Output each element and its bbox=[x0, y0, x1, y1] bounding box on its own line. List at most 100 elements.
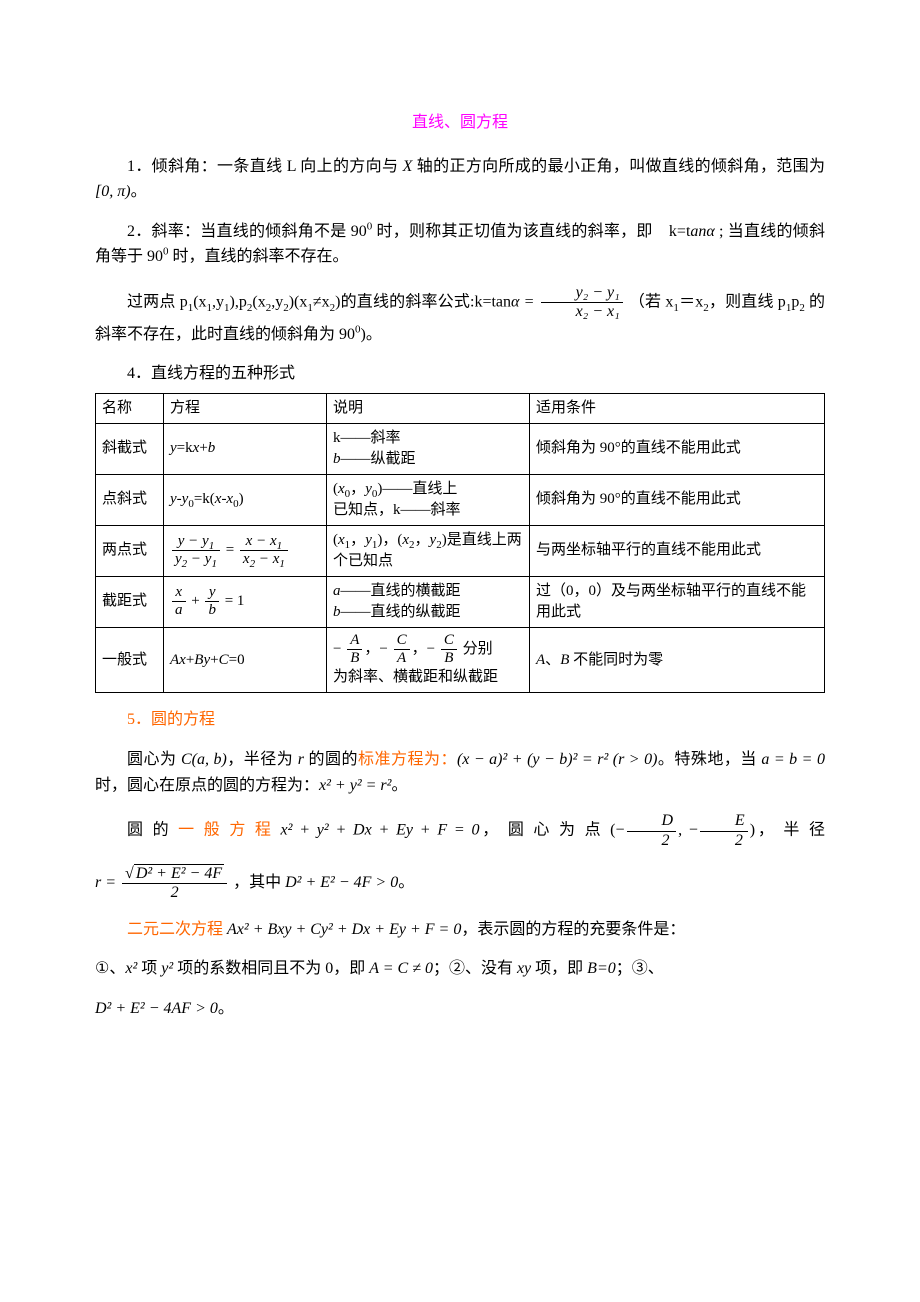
y2: y² bbox=[161, 960, 173, 977]
text: 圆心为 bbox=[127, 751, 181, 768]
cell-name: 一般式 bbox=[96, 627, 164, 693]
var-X: X bbox=[403, 158, 413, 175]
paragraph-8: D² + E² − 4AF > 0。 bbox=[95, 996, 825, 1022]
text: ),p bbox=[230, 294, 247, 311]
paragraph-3: 过两点 p1(x1,y1),p2(x2,y2)(x1≠x2)的直线的斜率公式:k… bbox=[95, 284, 825, 347]
interval: [0, π) bbox=[95, 183, 131, 200]
cell-eq: xa + yb = 1 bbox=[164, 576, 327, 627]
paragraph-5c: r = D² + E² − 4F 2 ，其中 D² + E² − 4F > 0。 bbox=[95, 864, 825, 903]
text: 圆 的 bbox=[127, 822, 178, 839]
cell-cond: 过（0，0）及与两坐标轴平行的直线不能用此式 bbox=[530, 576, 825, 627]
center-y-frac: E2 bbox=[700, 812, 748, 850]
numerator: y₂ − y₁ bbox=[541, 284, 623, 303]
cell-eq: Ax+By+C=0 bbox=[164, 627, 327, 693]
r-eq: r = bbox=[95, 874, 116, 891]
paragraph-7: ①、x² 项 y² 项的系数相同且不为 0，即 A = C ≠ 0；②、没有 x… bbox=[95, 956, 825, 982]
x2: x² bbox=[125, 960, 137, 977]
table-row: 两点式 y − y1y2 − y1 = x − x1x2 − x1 (x1，y1… bbox=[96, 525, 825, 576]
origin-eq: x² + y² = r² bbox=[319, 777, 391, 794]
cell-cond: 倾斜角为 90°的直线不能用此式 bbox=[530, 474, 825, 525]
cell-name: 截距式 bbox=[96, 576, 164, 627]
text: 。 bbox=[398, 874, 414, 891]
text: (x bbox=[193, 294, 206, 311]
table-row: 点斜式 y-y0=k(x-x0) (x0，y0)——直线上已知点，k——斜率 倾… bbox=[96, 474, 825, 525]
text: 项 bbox=[137, 960, 161, 977]
cell-name: 点斜式 bbox=[96, 474, 164, 525]
denominator: 2 bbox=[122, 884, 227, 902]
text: ，则直线 p bbox=[709, 294, 786, 311]
cell-eq: y-y0=k(x-x0) bbox=[164, 474, 327, 525]
text: 时，则称其正切值为该直线的斜率，即 k=t bbox=[372, 223, 690, 240]
text: )。 bbox=[361, 326, 382, 343]
text: 项的系数相同且不为 0，即 bbox=[173, 960, 369, 977]
alpha-eq: α = bbox=[511, 294, 534, 311]
numerator: E bbox=[700, 812, 748, 831]
text: )的直线的斜率公式:k=tan bbox=[335, 294, 511, 311]
cell-desc: a——直线的横截距b——直线的纵截距 bbox=[327, 576, 530, 627]
cell-name: 两点式 bbox=[96, 525, 164, 576]
denominator: x₂ − x₁ bbox=[541, 303, 623, 321]
paragraph-6: 二元二次方程 Ax² + Bxy + Cy² + Dx + Ey + F = 0… bbox=[95, 917, 825, 943]
std-eq: (x − a)² + (y − b)² = r² (r > 0) bbox=[457, 751, 657, 768]
center-x-frac: D2 bbox=[627, 812, 677, 850]
quad-label: 二元二次方程 bbox=[127, 921, 223, 938]
table-header-row: 名称 方程 说明 适用条件 bbox=[96, 393, 825, 423]
section-5-heading: 5．圆的方程 bbox=[95, 707, 825, 733]
paragraph-5a: 圆心为 C(a, b)，半径为 r 的圆的标准方程为：(x − a)² + (y… bbox=[95, 747, 825, 798]
th-name: 名称 bbox=[96, 393, 164, 423]
cell-desc: − AB，− CA，− CB 分别为斜率、横截距和纵截距 bbox=[327, 627, 530, 693]
table-row: 一般式 Ax+By+C=0 − AB，− CA，− CB 分别为斜率、横截距和纵… bbox=[96, 627, 825, 693]
text: 2．斜率：当直线的倾斜角不是 90 bbox=[127, 223, 367, 240]
line-equation-table: 名称 方程 说明 适用条件 斜截式 y=kx+b k——斜率b——纵截距 倾斜角… bbox=[95, 393, 825, 694]
radicand: D² + E² − 4F bbox=[134, 864, 224, 883]
gen-label: 一 般 方 程 bbox=[178, 822, 274, 839]
cell-cond: 倾斜角为 90°的直线不能用此式 bbox=[530, 423, 825, 474]
text: 1．倾斜角：一条直线 L 向上的方向与 bbox=[127, 158, 403, 175]
cell-desc: k——斜率b——纵截距 bbox=[327, 423, 530, 474]
text: 时，圆心在原点的圆的方程为： bbox=[95, 777, 319, 794]
center: C(a, b) bbox=[181, 751, 227, 768]
slope-fraction: y₂ − y₁x₂ − x₁ bbox=[541, 284, 623, 322]
std-label: 标准方程为： bbox=[358, 751, 457, 768]
text: 轴的正方向所成的最小正角，叫做直线的倾斜角，范围为 bbox=[412, 158, 825, 175]
cell-cond: 与两坐标轴平行的直线不能用此式 bbox=[530, 525, 825, 576]
text: 项，即 bbox=[531, 960, 587, 977]
text: (x bbox=[252, 294, 265, 311]
document-page: 直线、圆方程 1．倾斜角：一条直线 L 向上的方向与 X 轴的正方向所成的最小正… bbox=[0, 0, 920, 1096]
text: ， 半 径 bbox=[755, 822, 825, 839]
text: ，其中 bbox=[233, 874, 285, 891]
cell-desc: (x0，y0)——直线上已知点，k——斜率 bbox=[327, 474, 530, 525]
text: 过两点 p bbox=[127, 294, 188, 311]
table-row: 截距式 xa + yb = 1 a——直线的横截距b——直线的纵截距 过（0，0… bbox=[96, 576, 825, 627]
text: 。 bbox=[218, 1000, 234, 1017]
th-cond: 适用条件 bbox=[530, 393, 825, 423]
xy: xy bbox=[517, 960, 531, 977]
denominator: 2 bbox=[627, 832, 677, 850]
text: ，表示圆的方程的充要条件是： bbox=[461, 921, 685, 938]
th-equation: 方程 bbox=[164, 393, 327, 423]
AC: A = C ≠ 0 bbox=[369, 960, 433, 977]
section-4-heading: 4．直线方程的五种形式 bbox=[95, 361, 825, 387]
paragraph-1: 1．倾斜角：一条直线 L 向上的方向与 X 轴的正方向所成的最小正角，叫做直线的… bbox=[95, 154, 825, 205]
text: （若 x bbox=[629, 294, 674, 311]
doc-title: 直线、圆方程 bbox=[95, 110, 825, 136]
text: ≠x bbox=[313, 294, 330, 311]
paragraph-2: 2．斜率：当直线的倾斜角不是 900 时，则称其正切值为该直线的斜率，即 k=t… bbox=[95, 219, 825, 270]
sqrt: D² + E² − 4F bbox=[125, 864, 224, 883]
gen-eq: x² + y² + Dx + Ey + F = 0 bbox=[281, 822, 480, 839]
cell-eq: y − y1y2 − y1 = x − x1x2 − x1 bbox=[164, 525, 327, 576]
radius-fraction: D² + E² − 4F 2 bbox=[122, 864, 227, 903]
text: ；②、没有 bbox=[433, 960, 517, 977]
B0: B=0 bbox=[587, 960, 616, 977]
text: 。 bbox=[131, 183, 147, 200]
text: ， 圆 心 为 点 bbox=[479, 822, 610, 839]
text: ①、 bbox=[95, 960, 125, 977]
text: ,y bbox=[271, 294, 283, 311]
cell-cond: A、B 不能同时为零 bbox=[530, 627, 825, 693]
paragraph-5b: 圆 的 一 般 方 程 x² + y² + Dx + Ey + F = 0， 圆… bbox=[95, 812, 825, 850]
cell-name: 斜截式 bbox=[96, 423, 164, 474]
denominator: 2 bbox=[700, 832, 748, 850]
text: ＝x bbox=[679, 294, 703, 311]
numerator: D bbox=[627, 812, 677, 831]
th-desc: 说明 bbox=[327, 393, 530, 423]
